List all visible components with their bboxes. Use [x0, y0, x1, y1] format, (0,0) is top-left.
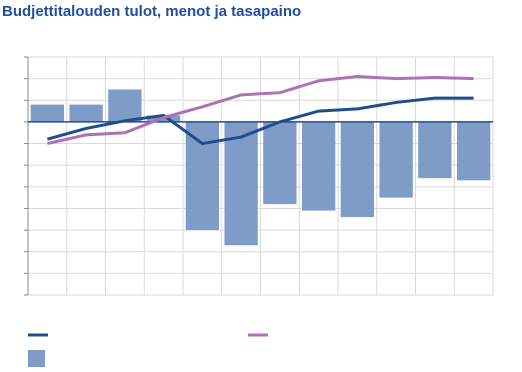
bar [418, 121, 452, 179]
bar [263, 121, 297, 205]
bar [224, 121, 258, 246]
bar [69, 104, 103, 122]
line [46, 96, 474, 146]
bar [340, 121, 375, 218]
line [47, 74, 474, 146]
bar [379, 121, 413, 198]
bar [301, 121, 336, 211]
bar [108, 89, 142, 122]
chart-title: Budjettitalouden tulot, menot ja tasapai… [2, 3, 301, 20]
bar [456, 121, 491, 181]
bar [30, 104, 65, 122]
bar [185, 121, 220, 231]
legend-swatch [28, 350, 45, 367]
